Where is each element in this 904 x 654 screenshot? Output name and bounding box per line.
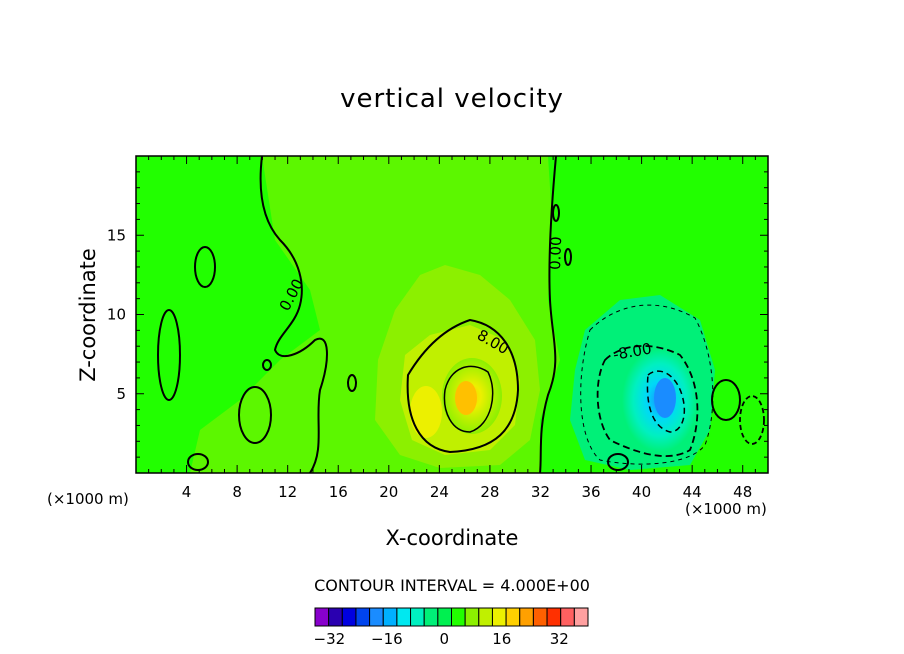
colorbar-swatch <box>396 607 412 627</box>
contour-small-7 <box>739 395 765 445</box>
x-tick-label-36: 36 <box>581 483 600 501</box>
colorbar-swatch <box>573 607 589 627</box>
x-tick-label-40: 40 <box>632 483 651 501</box>
contour-minus4 <box>580 304 714 465</box>
x-tick-label-12: 12 <box>278 483 297 501</box>
x-tick-label-48: 48 <box>733 483 752 501</box>
x-tick-label-8: 8 <box>232 483 242 501</box>
contour-small-3 <box>238 386 272 444</box>
colorbar-swatch <box>546 607 562 627</box>
x-tick-label-4: 4 <box>182 483 192 501</box>
chart-title: vertical velocity <box>340 84 564 114</box>
y-tick-label-5: 5 <box>116 385 126 403</box>
contour-small-9 <box>564 248 572 266</box>
x-tick-label-28: 28 <box>480 483 499 501</box>
contour-8 <box>406 318 520 454</box>
colorbar-swatch <box>410 607 425 627</box>
contour-small-1 <box>194 246 216 288</box>
x-tick-label-32: 32 <box>531 483 550 501</box>
colorbar: −32 −16 0 16 32 <box>314 607 589 648</box>
colorbar-label--16: −16 <box>371 630 403 648</box>
colorbar-label--32: −32 <box>314 630 346 648</box>
contour-label-zero-right: 0.00 <box>546 236 565 270</box>
colorbar-swatch <box>328 607 343 627</box>
colorbar-swatch <box>423 607 439 627</box>
x-unit-label-left: (×1000 m) <box>47 490 129 508</box>
contour-interval-label: CONTOUR INTERVAL = 4.000E+00 <box>314 576 590 595</box>
contour-zero-right <box>539 156 557 473</box>
contour-minus16 <box>646 370 686 433</box>
colorbar-swatch <box>560 607 575 627</box>
x-unit-label-right: (×1000 m) <box>685 500 767 518</box>
contour-small-11 <box>607 453 629 471</box>
contour-small-5 <box>262 359 272 371</box>
contour-zero-left <box>259 156 328 473</box>
contour-small-10 <box>187 453 209 471</box>
contour-small-8 <box>552 204 560 222</box>
y-tick-label-15: 15 <box>107 226 126 244</box>
colorbar-swatch <box>314 607 330 627</box>
colorbar-swatch <box>464 607 480 627</box>
contour-small-4 <box>347 374 357 392</box>
colorbar-label-32: 32 <box>550 630 569 648</box>
colorbar-swatch <box>355 607 371 627</box>
colorbar-swatch <box>532 607 548 627</box>
x-tick-label-20: 20 <box>379 483 398 501</box>
x-axis-label: X-coordinate <box>385 526 519 550</box>
contour-16 <box>443 365 494 433</box>
x-tick-label-16: 16 <box>329 483 348 501</box>
colorbar-label-16: 16 <box>492 630 511 648</box>
x-tick-label-24: 24 <box>430 483 449 501</box>
contour-small-2 <box>157 309 181 401</box>
colorbar-swatch <box>491 607 507 627</box>
contour-small-6 <box>711 379 741 421</box>
contour-minus8 <box>596 345 699 457</box>
colorbar-swatch <box>382 607 398 627</box>
colorbar-swatch <box>369 607 384 627</box>
colorbar-swatch <box>451 607 466 627</box>
colorbar-swatch <box>341 607 357 627</box>
y-tick-label-10: 10 <box>107 306 126 324</box>
downdraft-peak <box>654 378 676 418</box>
updraft-secondary-core <box>410 386 442 438</box>
colorbar-swatch <box>478 607 493 627</box>
colorbar-swatch <box>519 607 534 627</box>
updraft-peak <box>455 381 477 415</box>
colorbar-swatch <box>505 607 521 627</box>
colorbar-label-0: 0 <box>440 630 450 648</box>
x-tick-label-44: 44 <box>683 483 702 501</box>
colorbar-swatch <box>437 607 453 627</box>
